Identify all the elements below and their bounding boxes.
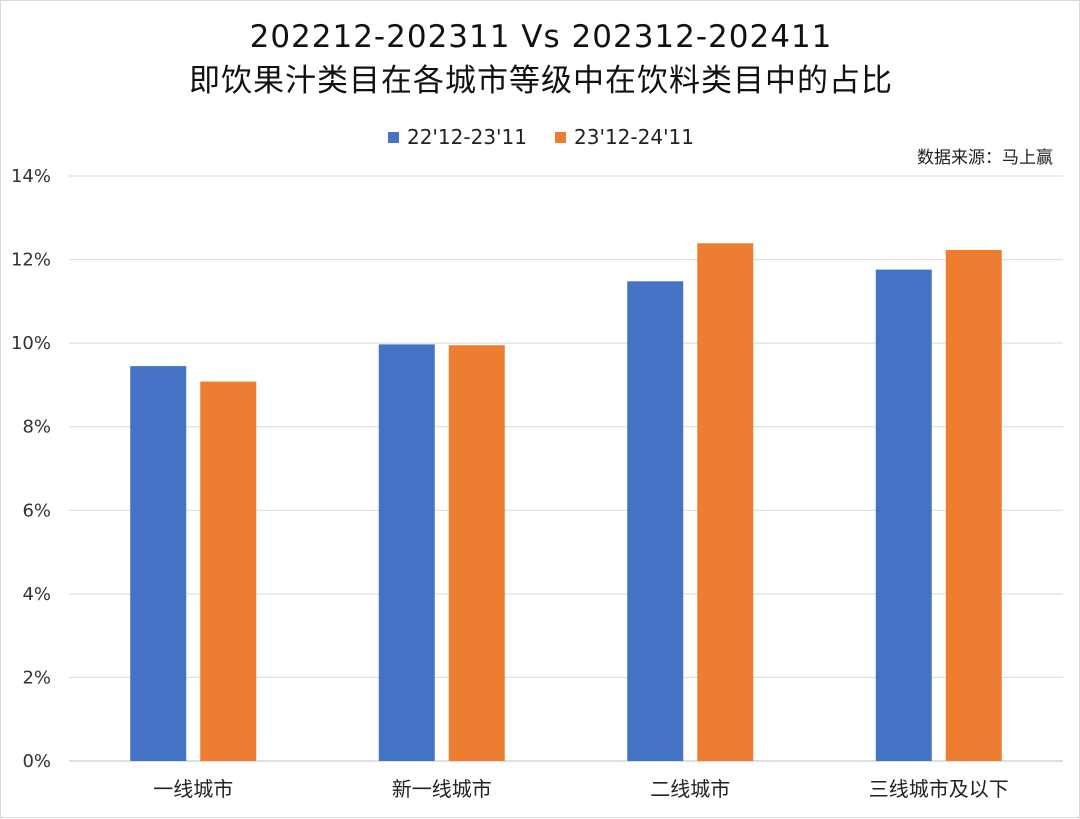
y-tick-label: 6% [22, 500, 51, 521]
y-tick-label: 10% [11, 333, 51, 354]
y-tick-label: 4% [22, 584, 51, 605]
x-category-label: 新一线城市 [392, 777, 492, 801]
legend-label-series-2: 23'12-24'11 [574, 125, 695, 149]
y-tick-label: 2% [22, 667, 51, 688]
legend-swatch-series-1 [387, 131, 399, 143]
legend-swatch-series-2 [555, 131, 566, 143]
y-tick-label: 12% [11, 250, 51, 271]
bar-1 [627, 281, 684, 761]
bar-2 [200, 381, 257, 761]
legend-item-series-1: 22'12-23'11 [387, 125, 527, 149]
chart-subtitle: 即饮果汁类目在各城市等级中在饮料类目中的占比 [189, 63, 893, 99]
y-tick-label: 0% [22, 751, 51, 772]
data-source-note: 数据来源：马上赢 [917, 148, 1053, 168]
chart-title: 202212-202311 Vs 202312-202411 [249, 19, 833, 55]
legend-label-series-1: 22'12-23'11 [406, 125, 527, 149]
y-tick-label: 14% [11, 166, 51, 187]
x-category-label: 三线城市及以下 [869, 777, 1009, 801]
bar-1 [130, 366, 187, 761]
bar-1 [378, 344, 435, 761]
x-category-label: 一线城市 [153, 777, 233, 801]
x-category-label: 二线城市 [650, 777, 730, 801]
legend: 22'12-23'11 23'12-24'11 [1, 125, 1080, 149]
bar-2 [697, 243, 754, 761]
bar-2 [448, 345, 505, 761]
bar-2 [945, 249, 1002, 762]
bar-1 [875, 269, 932, 761]
y-tick-label: 8% [22, 417, 51, 438]
legend-item-series-2: 23'12-24'11 [555, 125, 694, 149]
